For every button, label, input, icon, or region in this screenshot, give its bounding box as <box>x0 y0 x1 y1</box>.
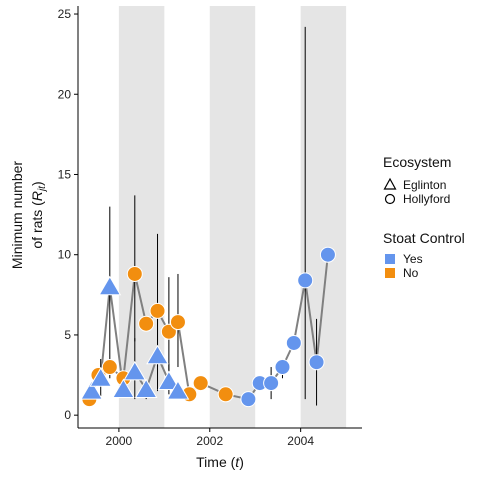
point-hollyford-5 <box>138 315 155 332</box>
point-eglinton-1 <box>89 367 113 387</box>
y-axis-title-line2: of rats (Rjt) <box>29 181 48 248</box>
legend-ecosystem-hollyford: Hollyford <box>403 192 450 206</box>
shaded-period-2 <box>300 6 347 428</box>
point-hollyford-12 <box>240 391 257 408</box>
legend-stoat-no: No <box>403 266 419 280</box>
legend-stoat-control: Stoat Control Yes No <box>383 230 465 280</box>
y-tick-label-3: 15 <box>58 167 72 181</box>
point-hollyford-10 <box>192 375 209 392</box>
point-hollyford-19 <box>319 246 336 263</box>
tick-labels: 0 5 10 15 20 25 2000 2002 2004 <box>58 7 315 448</box>
x-tick-label-2: 2004 <box>287 434 314 448</box>
point-hollyford-18 <box>308 354 325 371</box>
data-points <box>80 246 336 408</box>
y-axis-title: Minimum number of rats (Rjt) <box>9 161 48 269</box>
legend-no-swatch <box>385 268 395 278</box>
legend-triangle-icon <box>383 177 397 190</box>
axes <box>74 6 362 432</box>
point-eglinton-5 <box>134 378 158 398</box>
point-eglinton-2 <box>98 275 122 296</box>
y-tick-label-4: 20 <box>58 87 72 101</box>
legend-circle-icon <box>384 193 396 205</box>
legend-stoat-title: Stoat Control <box>383 230 465 246</box>
y-tick-label-2: 10 <box>58 248 72 262</box>
y-tick-label-5: 25 <box>58 7 72 21</box>
point-eglinton-7 <box>157 370 181 390</box>
point-eglinton-4 <box>123 360 147 381</box>
point-hollyford-15 <box>274 359 291 376</box>
x-axis-title: Time (t) <box>196 454 244 470</box>
legend-ecosystem: Ecosystem Eglinton Hollyford <box>383 154 451 206</box>
y-tick-label-1: 5 <box>64 328 71 342</box>
point-eglinton-8 <box>166 380 190 400</box>
point-eglinton-0 <box>80 380 104 400</box>
point-eglinton-3 <box>112 378 135 398</box>
legend-ecosystem-eglinton: Eglinton <box>403 178 446 192</box>
shaded-period-1 <box>209 6 256 428</box>
point-hollyford-6 <box>149 302 166 319</box>
x-tick-label-1: 2002 <box>196 434 223 448</box>
point-hollyford-8 <box>169 314 186 331</box>
point-hollyford-4 <box>126 265 143 282</box>
point-hollyford-14 <box>263 375 280 392</box>
y-axis-title-line1: Minimum number <box>9 161 25 269</box>
shaded-periods <box>118 6 347 428</box>
point-hollyford-16 <box>285 334 302 351</box>
y-tick-label-0: 0 <box>64 408 71 422</box>
point-eglinton-6 <box>146 344 169 365</box>
legend-yes-swatch <box>385 254 395 264</box>
legend-ecosystem-title: Ecosystem <box>383 154 451 170</box>
point-hollyford-11 <box>217 386 234 403</box>
point-hollyford-17 <box>297 272 314 289</box>
legend-stoat-yes: Yes <box>403 252 423 266</box>
point-hollyford-2 <box>101 359 118 376</box>
x-tick-label-0: 2000 <box>106 434 133 448</box>
